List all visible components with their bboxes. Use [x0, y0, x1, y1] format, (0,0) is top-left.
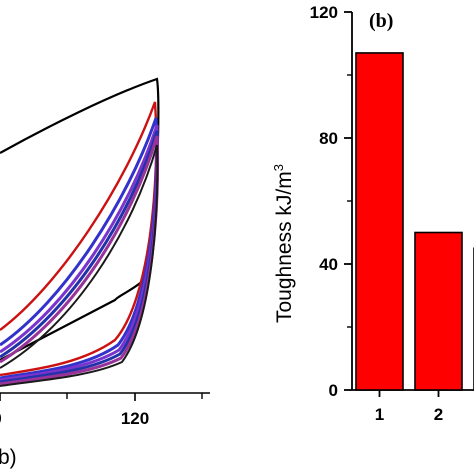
left-panel: 0 120 b) — [0, 77, 210, 469]
bar-1 — [355, 52, 404, 391]
right-y-ticks: 0 40 80 120 — [310, 3, 352, 400]
series-line-dark — [0, 144, 159, 387]
right-y-axis-title-superscript: 3 — [271, 164, 286, 171]
right-bars — [355, 52, 474, 391]
x-tick-label: 2 — [434, 405, 443, 424]
left-x-tick-label-0: 0 — [0, 409, 2, 428]
left-x-tick-label-120: 120 — [121, 409, 149, 428]
bar-2 — [414, 231, 463, 391]
y-tick-label: 0 — [329, 381, 338, 400]
series-line-black-loading — [0, 77, 160, 361]
right-y-axis-title-main: Toughness kJ/m — [273, 171, 296, 323]
panel-label: (b) — [369, 10, 393, 32]
y-tick-label: 40 — [319, 255, 338, 274]
right-y-axis-title: Toughness kJ/m3 — [271, 164, 296, 323]
x-tick-label: 1 — [375, 405, 384, 424]
left-x-axis-title-fragment: b) — [0, 446, 17, 469]
y-tick-label: 80 — [319, 129, 338, 148]
y-tick-label: 120 — [310, 3, 338, 22]
